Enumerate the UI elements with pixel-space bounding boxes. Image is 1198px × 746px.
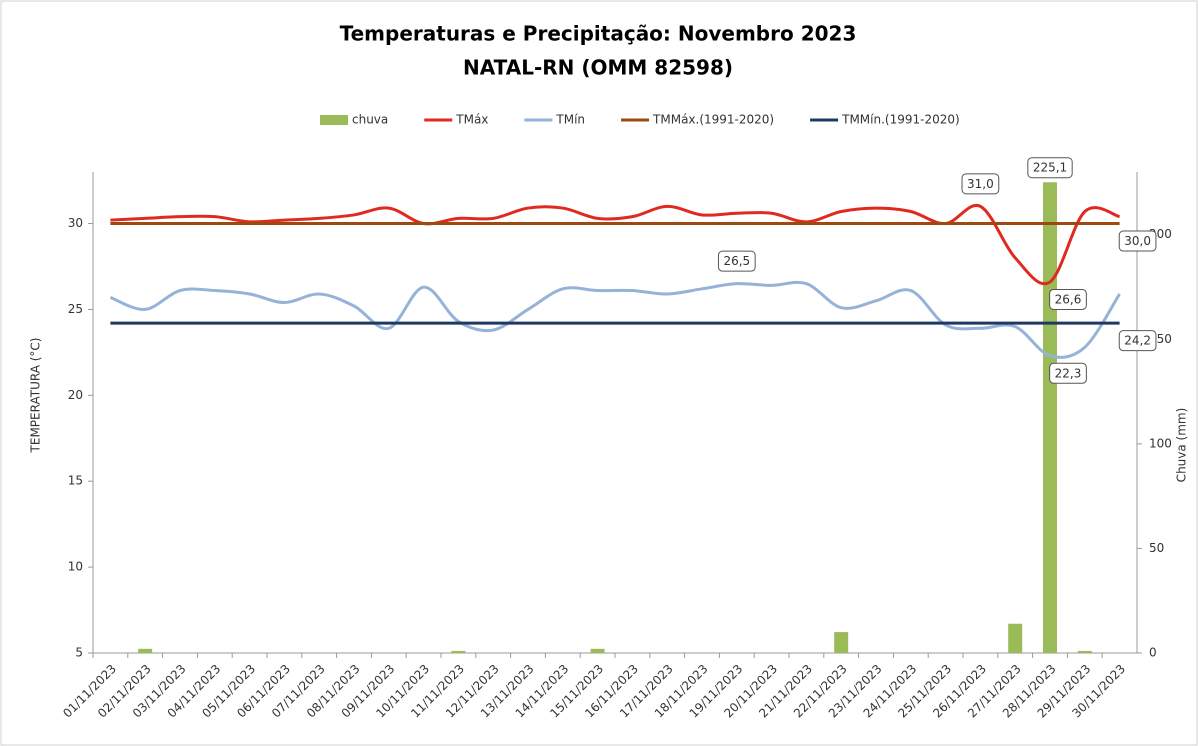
- y2-tick-label: 50: [1149, 541, 1164, 555]
- data-label-box: [1118, 330, 1157, 352]
- y-tick-label: 5: [75, 646, 83, 660]
- data-label: 26,5: [723, 254, 750, 268]
- legend-label: TMMín.(1991-2020): [841, 113, 960, 127]
- line: [109, 280, 1121, 359]
- legend-label: TMMáx.(1991-2020): [652, 113, 774, 127]
- y-tick-label: 30: [68, 216, 83, 230]
- bar: [138, 648, 153, 653]
- y-tick-label: 20: [68, 388, 83, 402]
- y2-axis-label: Chuva (mm): [1175, 408, 1189, 483]
- bar: [451, 650, 466, 653]
- data-label: 31,0: [967, 177, 994, 191]
- data-label: 225,1: [1033, 161, 1067, 175]
- data-label: 30,0: [1124, 234, 1151, 248]
- legend-label: chuva: [352, 113, 388, 127]
- y-tick-label: 15: [68, 474, 83, 488]
- y2-tick-label: 0: [1149, 646, 1157, 660]
- y2-tick-label: 100: [1149, 436, 1172, 450]
- data-label: 26,6: [1055, 292, 1082, 306]
- data-label-box: [717, 250, 756, 272]
- y-tick-label: 25: [68, 302, 83, 316]
- bar: [834, 632, 849, 653]
- y-tick-label: 10: [68, 560, 83, 574]
- data-label-box: [961, 173, 1000, 195]
- line: [110, 203, 1121, 286]
- data-label-box: [1027, 157, 1073, 179]
- y-axis-label: TEMPERATURA (°C): [29, 338, 43, 454]
- legend-swatch: [320, 115, 348, 125]
- data-label-box: [1049, 362, 1087, 384]
- legend-label: TMín: [555, 113, 585, 127]
- legend-label: TMáx: [455, 113, 488, 127]
- bar: [1043, 182, 1057, 654]
- bar: [1077, 650, 1092, 653]
- data-label-box: [1118, 230, 1157, 252]
- bar: [1008, 623, 1023, 653]
- bar: [590, 648, 605, 653]
- data-label: 22,3: [1055, 366, 1082, 380]
- data-label: 24,2: [1124, 334, 1151, 348]
- chart-title: Temperaturas e Precipitação: Novembro 20…: [340, 22, 857, 46]
- data-label-box: [1049, 288, 1087, 310]
- chart-subtitle: NATAL-RN (OMM 82598): [463, 56, 733, 80]
